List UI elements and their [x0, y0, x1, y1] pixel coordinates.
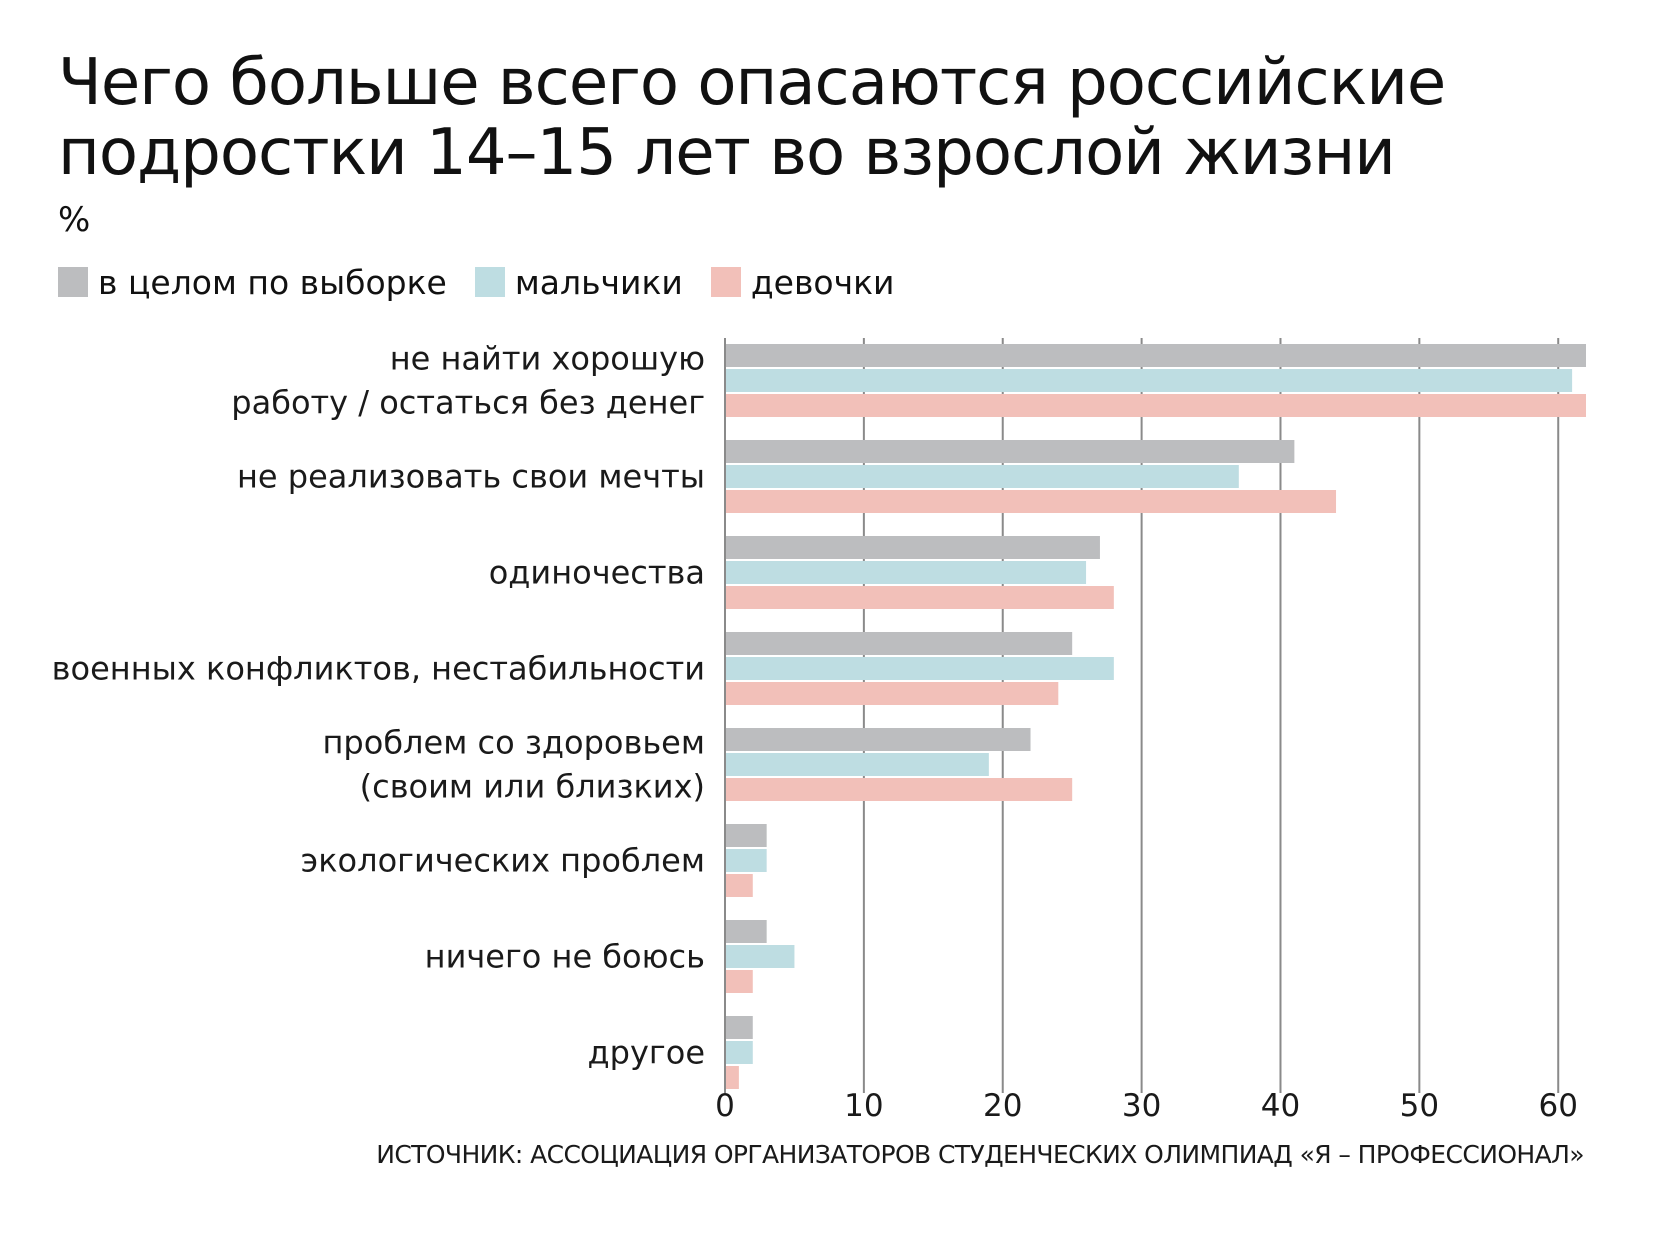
bar-7-series-0: [725, 1016, 753, 1039]
bar-6-series-0: [725, 920, 767, 943]
category-label-3-line-0: военных конфликтов, нестабильности: [52, 650, 705, 688]
bar-6-series-1: [725, 945, 795, 968]
bar-1-series-0: [725, 440, 1295, 463]
bar-2-series-1: [725, 561, 1087, 584]
legend-swatch-boys: [474, 267, 505, 297]
bar-5-series-0: [725, 824, 767, 847]
category-label-7-line-0: другое: [588, 1034, 705, 1072]
bar-4-series-2: [725, 778, 1073, 801]
category-label-5-line-0: экологических проблем: [301, 842, 705, 880]
legend-item-boys: мальчики: [474, 262, 683, 302]
category-label-1-line-0: не реализовать свои мечты: [237, 458, 705, 496]
category-label-4-line-0: проблем со здоровьем: [323, 724, 706, 762]
category-label-0-line-0: не найти хорошую: [390, 340, 705, 378]
unit-label: %: [58, 200, 91, 240]
legend-label-total: в целом по выборке: [98, 262, 447, 302]
category-label-4-line-1: (своим или близких): [360, 768, 705, 806]
bar-5-series-2: [725, 874, 753, 897]
bar-0-series-1: [725, 369, 1573, 392]
chart-title-line-2: подростки 14–15 лет во взрослой жизни: [58, 116, 1396, 190]
x-tick-label-60: 60: [1538, 1088, 1577, 1124]
legend-item-total: в целом по выборке: [58, 263, 447, 302]
bar-3-series-2: [725, 682, 1059, 705]
x-tick-label-0: 0: [715, 1088, 735, 1124]
bar-5-series-1: [725, 849, 767, 872]
bar-0-series-2: [725, 394, 1586, 417]
category-label-6-line-0: ничего не боюсь: [425, 938, 705, 976]
legend-label-girls: девочки: [750, 262, 895, 302]
source-note: ИСТОЧНИК: АССОЦИАЦИЯ ОРГАНИЗАТОРОВ СТУДЕ…: [376, 1140, 1584, 1169]
bar-1-series-1: [725, 465, 1239, 488]
x-tick-label-50: 50: [1400, 1088, 1439, 1124]
bar-6-series-2: [725, 970, 753, 993]
bar-4-series-0: [725, 728, 1031, 751]
bar-2-series-2: [725, 586, 1114, 609]
bar-0-series-0: [725, 344, 1586, 367]
category-label-2-line-0: одиночества: [489, 554, 705, 592]
legend-swatch-girls: [710, 267, 741, 297]
x-tick-label-10: 10: [844, 1088, 883, 1124]
bar-2-series-0: [725, 536, 1100, 559]
x-tick-label-20: 20: [983, 1088, 1022, 1124]
bar-3-series-1: [725, 657, 1114, 680]
legend-label-boys: мальчики: [514, 262, 683, 302]
bar-7-series-2: [725, 1066, 739, 1089]
legend: в целом по выборке мальчики девочки: [58, 262, 922, 302]
bar-7-series-1: [725, 1041, 753, 1064]
bar-3-series-0: [725, 632, 1073, 655]
chart-title-line-1: Чего больше всего опасаются российские: [58, 46, 1446, 120]
legend-swatch-total: [58, 267, 88, 297]
x-tick-label-40: 40: [1261, 1088, 1300, 1124]
category-label-0-line-1: работу / остаться без денег: [231, 384, 705, 422]
x-tick-label-30: 30: [1122, 1088, 1161, 1124]
chart-title: Чего больше всего опасаются российские п…: [58, 48, 1598, 188]
legend-item-girls: девочки: [710, 262, 895, 302]
bar-1-series-2: [725, 490, 1337, 513]
bar-4-series-1: [725, 753, 989, 776]
